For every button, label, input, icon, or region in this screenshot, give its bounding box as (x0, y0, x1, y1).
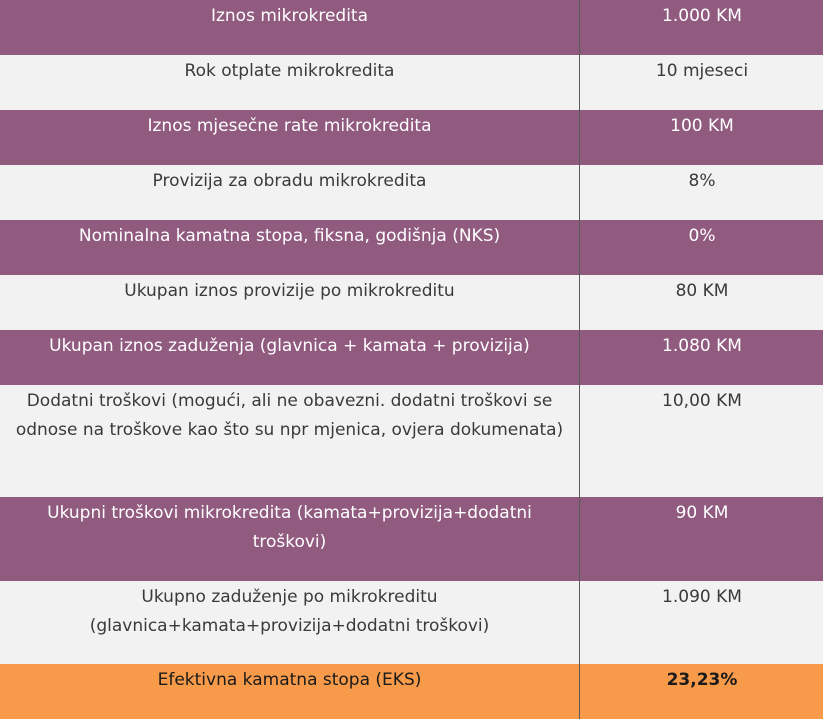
row-label-cell: Dodatni troškovi (mogući, ali ne obavezn… (0, 385, 580, 497)
row-value: 23,23% (580, 664, 823, 695)
table-row: Nominalna kamatna stopa, fiksna, godišnj… (0, 220, 823, 275)
row-value-cell: 10,00 KM (580, 385, 823, 497)
row-label: Provizija za obradu mikrokredita (0, 165, 579, 196)
table-row: Rok otplate mikrokredita 10 mjeseci (0, 55, 823, 110)
row-value: 80 KM (580, 275, 823, 306)
table-row: Iznos mjesečne rate mikrokredita 100 KM (0, 110, 823, 165)
table-row: Ukupan iznos zaduženja (glavnica + kamat… (0, 330, 823, 385)
row-value-cell: 90 KM (580, 497, 823, 581)
row-value: 10 mjeseci (580, 55, 823, 86)
row-value: 8% (580, 165, 823, 196)
row-label: Nominalna kamatna stopa, fiksna, godišnj… (0, 220, 579, 251)
row-value: 1.090 KM (580, 581, 823, 612)
row-value-cell: 1.000 KM (580, 0, 823, 55)
row-value-cell: 23,23% (580, 664, 823, 719)
row-label: Iznos mikrokredita (0, 0, 579, 31)
row-value-cell: 100 KM (580, 110, 823, 165)
row-label-cell: Ukupno zaduženje po mikrokreditu (glavni… (0, 581, 580, 664)
row-label-cell: Provizija za obradu mikrokredita (0, 165, 580, 220)
row-label: Iznos mjesečne rate mikrokredita (0, 110, 579, 141)
row-label: Ukupan iznos zaduženja (glavnica + kamat… (0, 330, 579, 361)
row-label-cell: Ukupni troškovi mikrokredita (kamata+pro… (0, 497, 580, 581)
row-label-cell: Iznos mjesečne rate mikrokredita (0, 110, 580, 165)
row-value: 90 KM (580, 497, 823, 528)
row-label-cell: Iznos mikrokredita (0, 0, 580, 55)
table-row: Dodatni troškovi (mogući, ali ne obavezn… (0, 385, 823, 497)
table-row: Iznos mikrokredita 1.000 KM (0, 0, 823, 55)
row-value: 10,00 KM (580, 385, 823, 416)
row-label: Ukupan iznos provizije po mikrokreditu (0, 275, 579, 306)
row-value-cell: 10 mjeseci (580, 55, 823, 110)
row-label-cell: Nominalna kamatna stopa, fiksna, godišnj… (0, 220, 580, 275)
row-label: Ukupni troškovi mikrokredita (kamata+pro… (0, 497, 579, 557)
table-row: Ukupno zaduženje po mikrokreditu (glavni… (0, 581, 823, 664)
row-value: 100 KM (580, 110, 823, 141)
row-value: 1.080 KM (580, 330, 823, 361)
row-label-cell: Ukupan iznos zaduženja (glavnica + kamat… (0, 330, 580, 385)
table-row: Ukupni troškovi mikrokredita (kamata+pro… (0, 497, 823, 581)
row-label: Rok otplate mikrokredita (0, 55, 579, 86)
table-row: Ukupan iznos provizije po mikrokreditu 8… (0, 275, 823, 330)
row-label: Efektivna kamatna stopa (EKS) (0, 664, 579, 695)
table-row-highlight: Efektivna kamatna stopa (EKS) 23,23% (0, 664, 823, 719)
table-row: Provizija za obradu mikrokredita 8% (0, 165, 823, 220)
row-value-cell: 8% (580, 165, 823, 220)
row-value-cell: 80 KM (580, 275, 823, 330)
row-label-cell: Ukupan iznos provizije po mikrokreditu (0, 275, 580, 330)
row-label: Dodatni troškovi (mogući, ali ne obavezn… (0, 385, 579, 445)
row-value-cell: 0% (580, 220, 823, 275)
row-value: 1.000 KM (580, 0, 823, 31)
row-label-cell: Efektivna kamatna stopa (EKS) (0, 664, 580, 719)
row-value-cell: 1.090 KM (580, 581, 823, 664)
row-value-cell: 1.080 KM (580, 330, 823, 385)
row-label: Ukupno zaduženje po mikrokreditu (glavni… (0, 581, 579, 641)
row-label-cell: Rok otplate mikrokredita (0, 55, 580, 110)
row-value: 0% (580, 220, 823, 251)
